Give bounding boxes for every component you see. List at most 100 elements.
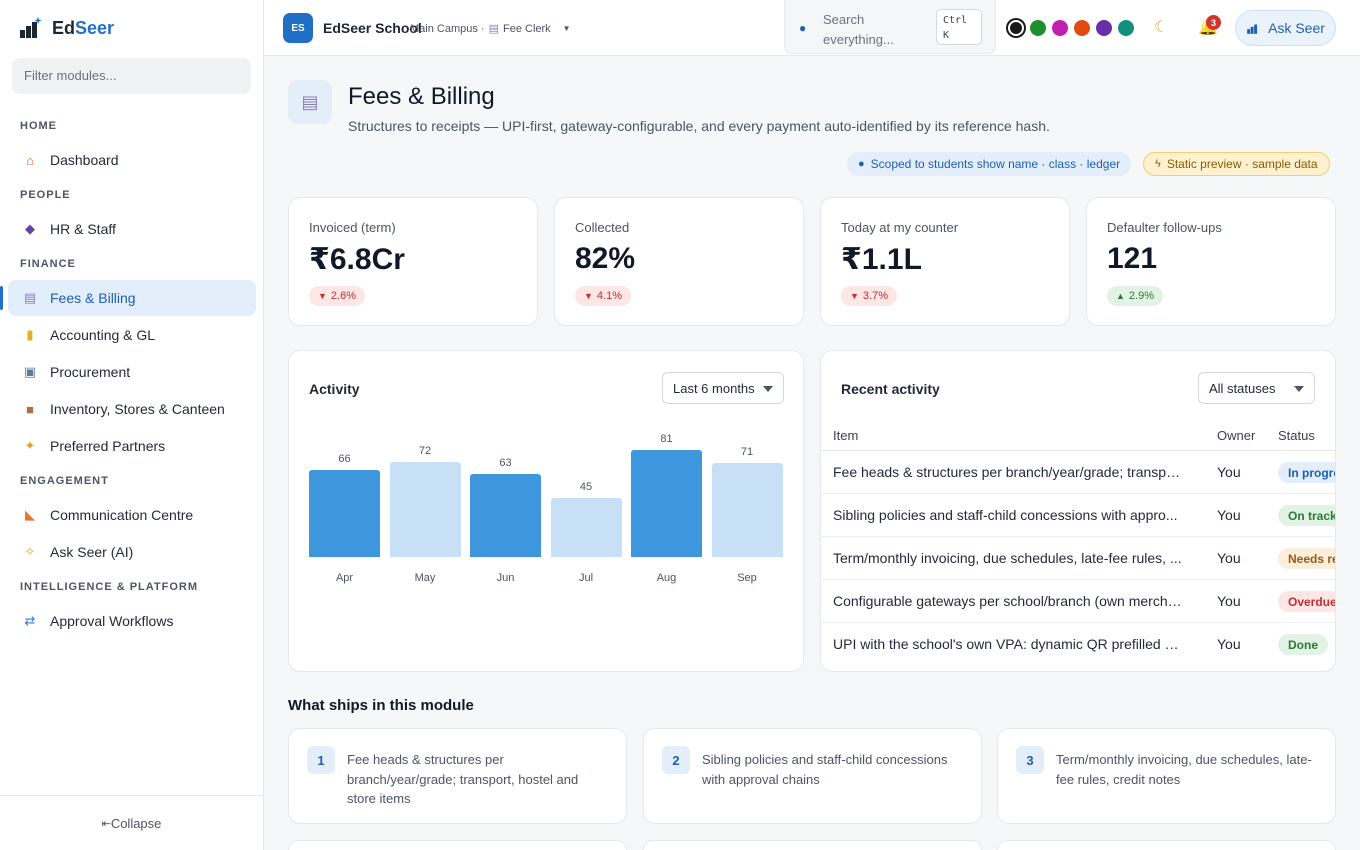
feature-text: Fee heads & structures per branch/year/g… xyxy=(347,752,579,806)
theme-swatch[interactable] xyxy=(1118,20,1134,36)
sidebar-item-fees-billing[interactable]: ▤ Fees & Billing xyxy=(0,280,256,316)
bar-aug[interactable] xyxy=(631,450,702,557)
column-item: Item xyxy=(833,428,859,443)
bar-value-label: 45 xyxy=(579,480,593,493)
kpi-value: ₹6.8Cr xyxy=(309,243,405,276)
kpi-delta: ▼ 3.7% xyxy=(841,286,897,306)
row-item: Sibling policies and staff-child concess… xyxy=(833,507,1178,523)
bar-sep[interactable] xyxy=(711,463,783,557)
sidebar-nav: HOME ⌂ Dashboard PEOPLE ◆ HR & Staff FINANCE ▤ F… xyxy=(0,110,264,640)
theme-swatch[interactable] xyxy=(1008,20,1024,36)
feature-card: 3 Term/monthly invoicing, due schedules, … xyxy=(997,728,1336,824)
activity-title: Activity xyxy=(309,381,360,397)
table-row[interactable]: UPI with the school's own VPA: dynamic Q… xyxy=(821,623,1335,666)
school-avatar: ES xyxy=(283,13,313,43)
context-switcher[interactable]: Main Campus · ▤ Fee Clerk ▼ xyxy=(410,22,571,36)
kpi-value: 82% xyxy=(575,242,636,275)
theme-swatch[interactable] xyxy=(1030,20,1046,36)
shortcut-hint: Ctrl K xyxy=(936,9,982,45)
edseer-logo-icon xyxy=(1247,24,1258,34)
row-item: Term/monthly invoicing, due schedules, l… xyxy=(833,550,1182,566)
collapse-button[interactable]: ⇤ Collapse xyxy=(0,795,263,850)
shuffle-icon: ⇄ xyxy=(24,613,36,628)
nav-section-heading: PEOPLE xyxy=(20,189,71,201)
sidebar-item-communication-centre[interactable]: ◣ Communication Centre xyxy=(8,497,256,533)
triangle-down-icon: ▼ xyxy=(318,291,327,301)
range-select[interactable]: Last 6 months xyxy=(662,372,784,404)
bar-may[interactable] xyxy=(389,461,461,557)
bar-value-label: 71 xyxy=(740,446,754,459)
table-row[interactable]: Configurable gateways per school/branch … xyxy=(821,580,1335,623)
ask-seer-button[interactable]: Ask Seer xyxy=(1235,10,1336,46)
sidebar-item-label: Fees & Billing xyxy=(50,290,136,306)
receipt-icon: ▤ xyxy=(23,290,37,305)
bar-jul[interactable] xyxy=(550,497,622,557)
feature-card: 2 Sibling policies and staff-child conces… xyxy=(643,728,982,824)
sidebar-item-label: Accounting & GL xyxy=(50,327,156,343)
kpi-label: Today at my counter xyxy=(841,220,959,235)
bar-value-label: 72 xyxy=(418,444,432,457)
collapse-arrow-icon: ⇤ xyxy=(101,817,111,830)
filter-modules-input[interactable]: Filter modules... xyxy=(12,58,251,94)
theme-swatch[interactable] xyxy=(1074,20,1090,36)
status-badge: Needs review xyxy=(1278,548,1335,569)
sidebar-item-hr-staff[interactable]: ◆ HR & Staff xyxy=(8,211,256,247)
sidebar-item-inventory-stores-canteen[interactable]: ■ Inventory, Stores & Canteen xyxy=(8,391,256,427)
theme-swatches xyxy=(1008,20,1134,36)
sidebar-item-ask-seer-ai[interactable]: ✧ Ask Seer (AI) xyxy=(8,534,256,570)
recent-activity-card: Recent activity All statuses Item Owner … xyxy=(820,350,1336,672)
bar-apr[interactable] xyxy=(309,469,380,557)
brand[interactable]: EdSeer xyxy=(18,16,114,40)
sidebar-item-label: Dashboard xyxy=(50,152,119,168)
preview-badge: ϟ Static preview · sample data xyxy=(1143,152,1330,176)
feature-number: 2 xyxy=(662,746,690,774)
triangle-down-icon: ▼ xyxy=(850,291,859,301)
sidebar-item-preferred-partners[interactable]: ✦ Preferred Partners xyxy=(8,428,256,464)
theme-swatch[interactable] xyxy=(1052,20,1068,36)
feature-card xyxy=(288,840,627,850)
activity-chart: 66 Apr 72 May 63 Jun 45 Jul 81 Aug 71 Sep xyxy=(309,431,785,591)
table-row[interactable]: Fee heads & structures per branch/year/g… xyxy=(821,451,1335,494)
moon-icon[interactable]: ☾ xyxy=(1154,19,1169,36)
kpi-delta: ▼ 4.1% xyxy=(575,286,631,306)
nav-section-heading: INTELLIGENCE & PLATFORM xyxy=(20,581,199,593)
topbar: ES EdSeer School Main Campus · ▤ Fee Cle… xyxy=(264,0,1360,56)
sidebar-item-approval-workflows[interactable]: ⇄ Approval Workflows xyxy=(8,603,256,639)
kpi-delta: ▼ 2.6% xyxy=(309,286,365,306)
feature-number: 1 xyxy=(307,746,335,774)
status-filter-select[interactable]: All statuses xyxy=(1198,372,1315,404)
bar-value-label: 81 xyxy=(660,433,673,445)
sidebar-item-label: HR & Staff xyxy=(50,221,116,237)
cart-icon: ▣ xyxy=(23,364,37,379)
status-badge: On track xyxy=(1278,505,1335,526)
feature-text: Sibling policies and staff-child concess… xyxy=(702,752,948,787)
kpi-card: Today at my counter ₹1.1L ▼ 3.7% xyxy=(820,197,1070,326)
global-search[interactable]: ● Search everything... Ctrl K xyxy=(784,0,996,54)
row-owner: You xyxy=(1217,593,1241,609)
search-icon: ● xyxy=(858,158,865,170)
school-name[interactable]: EdSeer School xyxy=(323,20,422,36)
chevron-down-icon: ▼ xyxy=(562,24,571,33)
theme-swatch[interactable] xyxy=(1096,20,1112,36)
sidebar-item-accounting-gl[interactable]: ▮ Accounting & GL xyxy=(8,317,256,353)
bar-jun[interactable] xyxy=(470,473,541,557)
table-row[interactable]: Term/monthly invoicing, due schedules, l… xyxy=(821,537,1335,580)
campus-label: Main Campus · xyxy=(410,22,485,35)
ledger-icon: ▮ xyxy=(26,327,34,342)
bar-category-label: May xyxy=(414,572,436,584)
sidebar-item-procurement[interactable]: ▣ Procurement xyxy=(8,354,256,390)
bar-value-label: 66 xyxy=(338,452,351,465)
notification-badge: 3 xyxy=(1206,15,1221,30)
scope-badge: ● Scoped to students show name · class ·… xyxy=(847,152,1132,176)
kpi-card: Invoiced (term) ₹6.8Cr ▼ 2.6% xyxy=(288,197,538,326)
row-item: Configurable gateways per school/branch … xyxy=(833,593,1183,609)
bar-category-label: Jun xyxy=(496,572,515,584)
caret-down-icon xyxy=(1294,386,1304,392)
table-row[interactable]: Sibling policies and staff-child concess… xyxy=(821,494,1335,537)
caret-down-icon xyxy=(763,386,773,392)
receipt-icon: ▤ xyxy=(288,80,332,124)
box-icon: ■ xyxy=(26,401,34,417)
status-badge: Done xyxy=(1278,634,1328,655)
sidebar-item-dashboard[interactable]: ⌂ Dashboard xyxy=(8,142,256,178)
status-badge: In progress xyxy=(1278,462,1335,483)
